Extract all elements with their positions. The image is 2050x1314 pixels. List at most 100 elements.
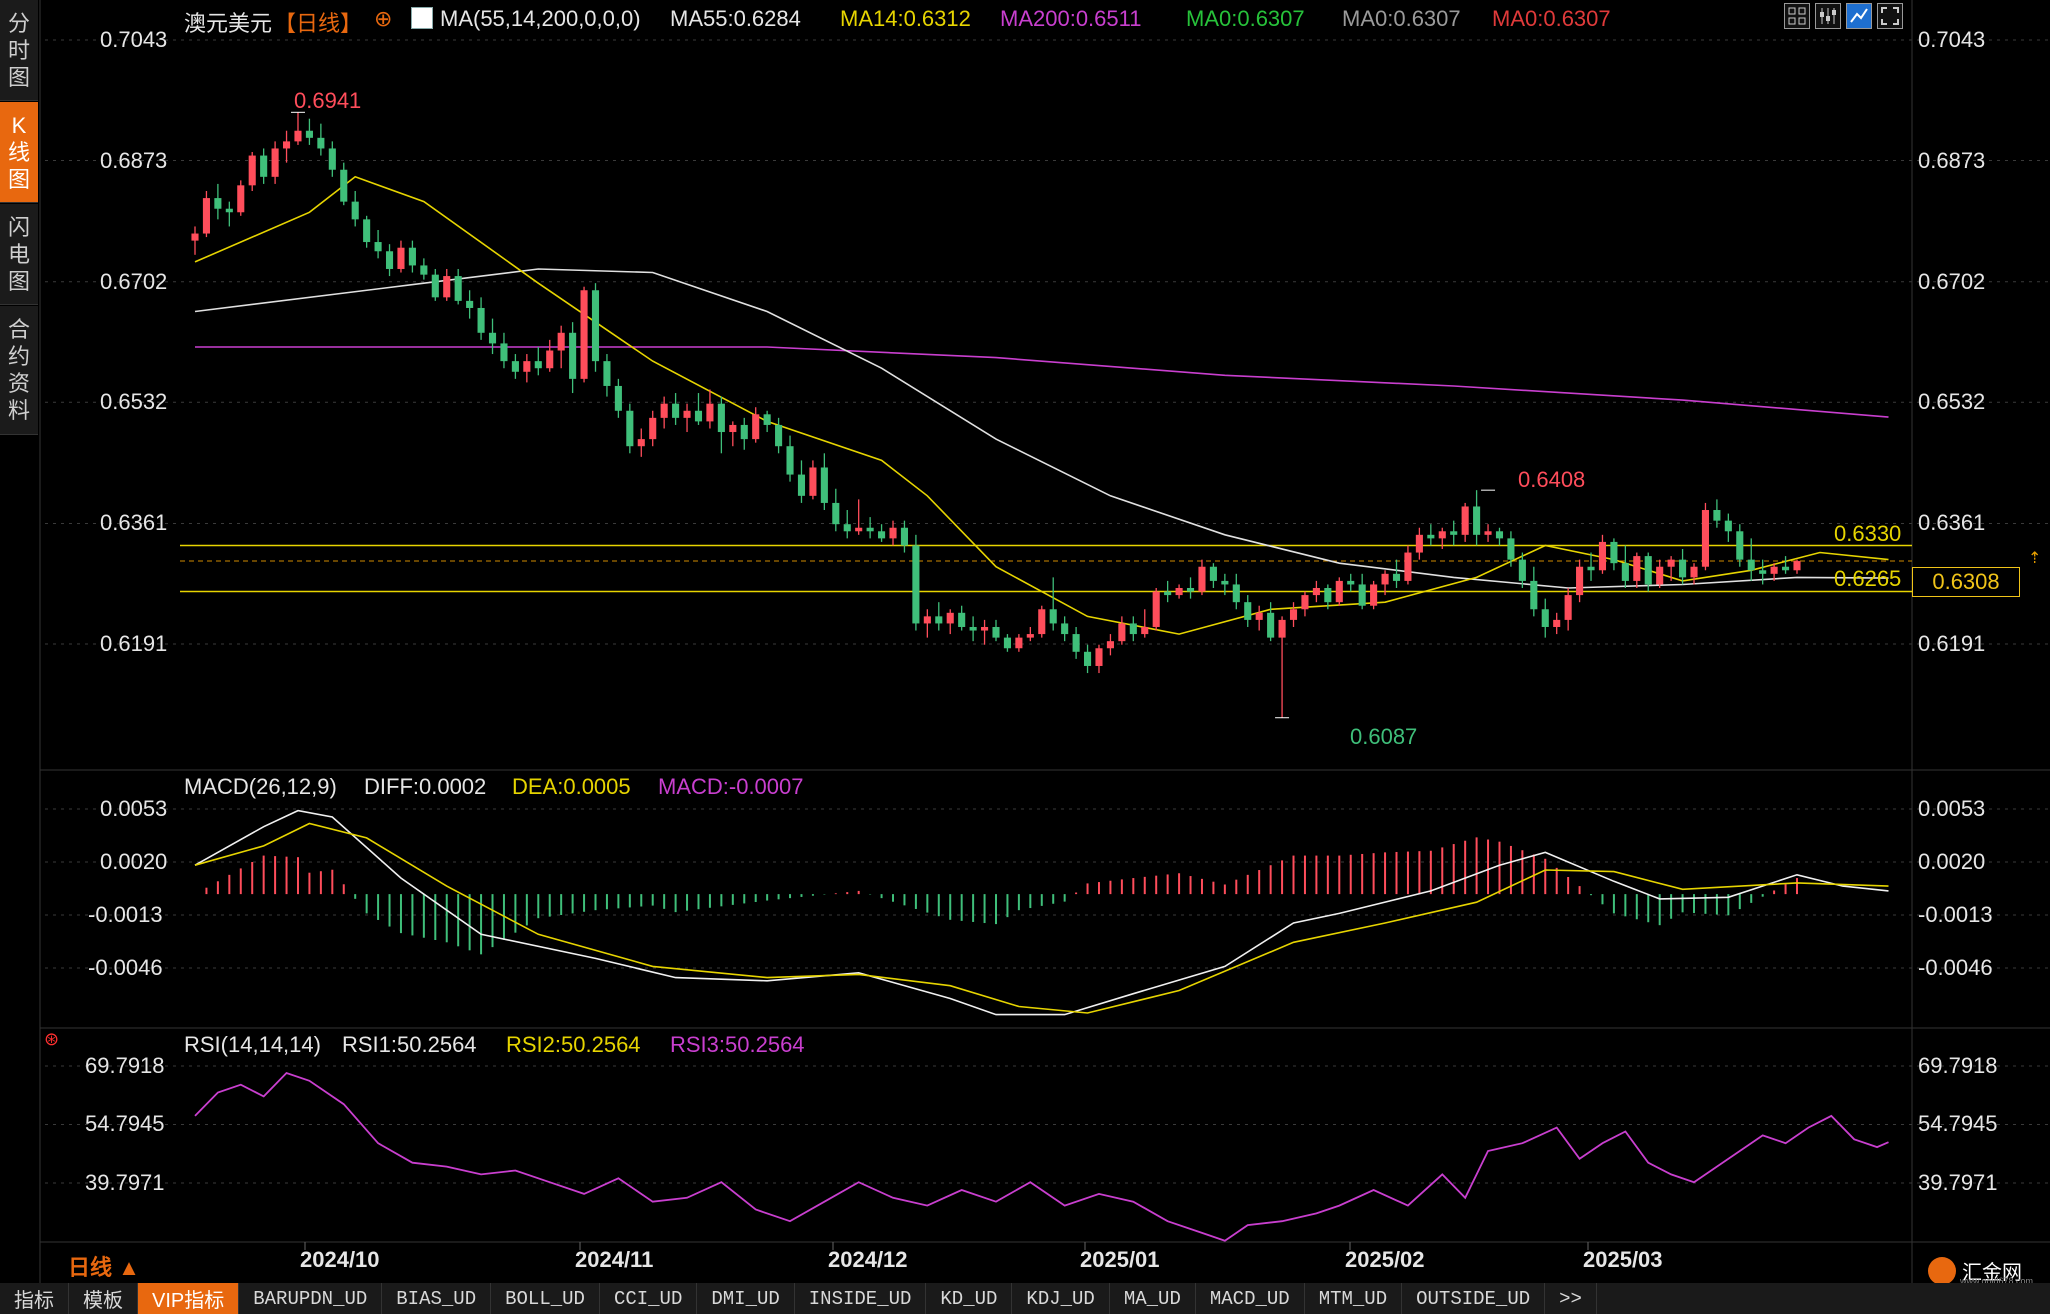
period-toggle[interactable]: 日线 ▲ bbox=[68, 1255, 140, 1280]
line-chart-icon[interactable] bbox=[411, 7, 433, 29]
rsi-tick-left: 54.7945 bbox=[85, 1111, 165, 1137]
indicator-tab-dmi-ud[interactable]: DMI_UD bbox=[697, 1283, 795, 1314]
candle-body bbox=[1736, 531, 1744, 560]
candle-body bbox=[1576, 566, 1584, 596]
candle-body bbox=[889, 527, 897, 539]
candle-body bbox=[1141, 626, 1149, 635]
ma200-value: MA200:0.6511 bbox=[1000, 6, 1142, 31]
indicator-tab-barupdn-ud[interactable]: BARUPDN_UD bbox=[239, 1283, 383, 1314]
indicator-marker-icon[interactable]: ⊛ bbox=[44, 1029, 60, 1049]
indicator-tab-mtm-ud[interactable]: MTM_UD bbox=[1305, 1283, 1403, 1314]
candle-body bbox=[1175, 587, 1183, 596]
candle-body bbox=[992, 626, 1000, 638]
candle-body bbox=[1370, 584, 1378, 606]
candle-body bbox=[1221, 580, 1229, 585]
rsi3-value: RSI3:50.2564 bbox=[670, 1032, 805, 1057]
macd-value: MACD:-0.0007 bbox=[658, 774, 804, 799]
candle-body bbox=[1038, 609, 1046, 635]
candle-body bbox=[1347, 580, 1355, 585]
price-tick-left: 0.6191 bbox=[100, 631, 168, 656]
macd-tick-right: -0.0013 bbox=[1918, 902, 1993, 927]
candle-body bbox=[500, 343, 508, 362]
candle-body bbox=[1633, 556, 1641, 581]
price-tick-right: 0.7043 bbox=[1918, 27, 1986, 52]
period-label[interactable]: 【日线】 bbox=[274, 11, 363, 36]
candle-body bbox=[775, 424, 783, 447]
price-tick-right: 0.6361 bbox=[1918, 510, 1986, 536]
macd-title[interactable]: MACD(26,12,9) bbox=[184, 774, 337, 799]
line-chart-toggle-icon[interactable] bbox=[1846, 3, 1872, 29]
chart-settings-icon[interactable] bbox=[1815, 3, 1841, 29]
candle-body bbox=[603, 361, 611, 386]
indicator-tab--[interactable]: 模板 bbox=[69, 1283, 138, 1314]
candle-body bbox=[1324, 587, 1332, 603]
brand-logo: 汇金网 bbox=[1928, 1256, 2022, 1285]
macd-diff: DIFF:0.0002 bbox=[364, 774, 487, 799]
candle-body bbox=[580, 290, 588, 379]
indicator-tab-ma-ud[interactable]: MA_UD bbox=[1110, 1283, 1196, 1314]
candle-body bbox=[935, 616, 943, 624]
indicator-tab-macd-ud[interactable]: MACD_UD bbox=[1196, 1283, 1305, 1314]
candle-body bbox=[282, 141, 291, 149]
macd-tick-left: 0.0020 bbox=[100, 849, 168, 874]
candle-body bbox=[694, 410, 703, 422]
indicator-tab--[interactable]: >> bbox=[1545, 1283, 1597, 1314]
indicator-tab-kdj-ud[interactable]: KDJ_UD bbox=[1012, 1283, 1110, 1314]
ma-params[interactable]: MA(55,14,200,0,0,0) bbox=[440, 6, 641, 31]
date-tick-label: 2024/11 bbox=[575, 1247, 654, 1272]
sidebar-tab-char: 图 bbox=[7, 64, 30, 90]
candle-body bbox=[1026, 634, 1034, 638]
indicator-toolbar: 指标 模板 VIP指标 BARUPDN_UD BIAS_UD BOLL_UD CCI_UD D… bbox=[0, 1283, 2050, 1314]
candle-body bbox=[431, 274, 439, 298]
candle-body bbox=[1003, 637, 1011, 649]
indicator-tab-outside-ud[interactable]: OUTSIDE_UD bbox=[1402, 1283, 1546, 1314]
candle-body bbox=[1381, 573, 1389, 585]
candle-body bbox=[1713, 510, 1721, 521]
grid-layout-icon[interactable] bbox=[1784, 3, 1810, 29]
candle-body bbox=[1770, 566, 1778, 574]
sidebar-tab-char: 电 bbox=[7, 241, 30, 267]
plus-circle-icon[interactable]: ⊕ bbox=[374, 6, 393, 31]
indicator-tab-vip-[interactable]: VIP指标 bbox=[138, 1283, 240, 1314]
candle-body bbox=[317, 137, 325, 149]
symbol-name: 澳元美元 bbox=[184, 11, 273, 36]
candle-body bbox=[305, 130, 313, 138]
fullscreen-icon[interactable] bbox=[1877, 3, 1903, 29]
macd-diff-line bbox=[194, 809, 1889, 1016]
indicator-tab-bias-ud[interactable]: BIAS_UD bbox=[382, 1283, 492, 1314]
candle-body bbox=[1186, 587, 1195, 592]
candle-body bbox=[1427, 534, 1435, 539]
sidebar-tab-3[interactable]: 合约资料 bbox=[0, 306, 38, 435]
sidebar-tab-2[interactable]: 闪电图 bbox=[0, 204, 38, 305]
candle-body bbox=[454, 276, 462, 301]
candle-body bbox=[1244, 602, 1252, 620]
rsi-title[interactable]: RSI(14,14,14) bbox=[184, 1032, 321, 1057]
date-tick-label: 2024/12 bbox=[828, 1247, 908, 1272]
rsi-tick-left: 69.7918 bbox=[85, 1053, 165, 1078]
candle-body bbox=[374, 242, 382, 252]
candle-body bbox=[1667, 559, 1675, 567]
indicator-tab-boll-ud[interactable]: BOLL_UD bbox=[491, 1283, 600, 1314]
indicator-tab-cci-ud[interactable]: CCI_UD bbox=[600, 1283, 698, 1314]
candle-body bbox=[1621, 563, 1629, 581]
candle-body bbox=[1587, 566, 1595, 571]
candle-body bbox=[740, 424, 748, 440]
candle-body bbox=[729, 424, 737, 433]
indicator-tab-kd-ud[interactable]: KD_UD bbox=[926, 1283, 1013, 1314]
macd-tick-right: 0.0053 bbox=[1918, 796, 1986, 821]
sidebar-tab-char: 分 bbox=[7, 10, 30, 36]
candle-body bbox=[683, 410, 691, 418]
macd-tick-right: -0.0046 bbox=[1918, 955, 1993, 980]
sidebar-tab-0[interactable]: 分时图 bbox=[0, 0, 38, 101]
candle-body bbox=[1072, 634, 1080, 652]
price-marker-icon: ⇡ bbox=[2028, 550, 2042, 567]
candle-body bbox=[1484, 531, 1492, 535]
candle-body bbox=[363, 219, 371, 243]
price-tick-right: 0.6532 bbox=[1918, 389, 1986, 415]
indicator-tab-inside-ud[interactable]: INSIDE_UD bbox=[795, 1283, 927, 1314]
candle-body bbox=[1495, 531, 1504, 539]
indicator-tab--[interactable]: 指标 bbox=[0, 1283, 69, 1314]
candle-body bbox=[1209, 566, 1217, 581]
candle-body bbox=[1461, 506, 1469, 535]
